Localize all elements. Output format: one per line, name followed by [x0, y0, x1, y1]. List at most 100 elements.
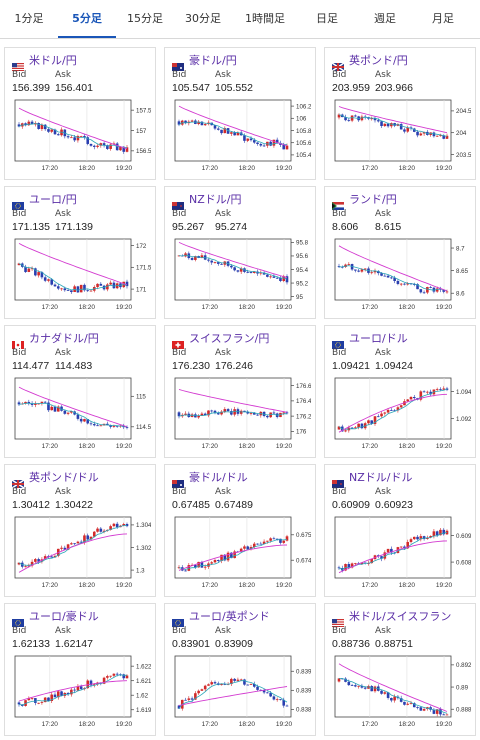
pair-header[interactable]: NZドル/円 [172, 192, 242, 210]
currency-card[interactable]: 豪ドル/円 Bid Ask 105.547 105.552 17:20 18:20 19:20… [164, 47, 316, 180]
bid-value: 0.83901 [172, 638, 210, 650]
currency-card[interactable]: ユーロ/円 Bid Ask 171.135 171.139 17:20 18:20 19:20… [4, 186, 156, 319]
currency-card[interactable]: スイスフラン/円 Bid Ask 176.230 176.246 17:20 18:20 19… [164, 325, 316, 458]
candle-body [243, 135, 246, 141]
pair-header[interactable]: 豪ドル/ドル [172, 470, 248, 488]
candle-body [396, 280, 400, 284]
pair-name[interactable]: 豪ドル/円 [189, 54, 237, 67]
candle-body [422, 131, 426, 134]
pair-header[interactable]: 豪ドル/円 [172, 53, 237, 71]
y-tick-label: 0.8385 [296, 707, 311, 714]
currency-card[interactable]: 豪ドル/ドル Bid Ask 0.67485 0.67489 17:20 18:20 19:2… [164, 464, 316, 597]
pair-header[interactable]: ユーロ/ドル [332, 331, 408, 349]
currency-card[interactable]: カナダドル/円 Bid Ask 114.477 114.483 17:20 18:20 19:… [4, 325, 156, 458]
candle-body [409, 703, 413, 704]
pair-name[interactable]: NZドル/円 [189, 193, 242, 206]
pair-header[interactable]: 米ドル/円 [12, 53, 77, 71]
x-tick-label: 18:20 [399, 443, 416, 450]
pair-name[interactable]: ユーロ/豪ドル [29, 610, 99, 623]
pair-name[interactable]: ユーロ/円 [29, 193, 77, 206]
y-tick-label: 95.8 [296, 240, 309, 247]
tab-8[interactable]: 月足 [432, 12, 454, 25]
ma-slow-line [178, 686, 288, 707]
candle-body [76, 286, 80, 293]
tab-2[interactable]: 5分足 [58, 0, 116, 38]
pair-name[interactable]: カナダドル/円 [29, 332, 99, 345]
plot-area [174, 99, 292, 162]
x-tick-label: 17:20 [362, 582, 379, 589]
tab-3[interactable]: 15分足 [127, 12, 163, 25]
x-tick-label: 18:20 [239, 721, 256, 728]
plot-area [14, 655, 132, 718]
pair-header[interactable]: 英ポンド/円 [331, 53, 408, 72]
currency-card[interactable]: ユーロ/英ポンド Bid Ask 0.83901 0.83909 17:20 18:20 19… [164, 603, 316, 736]
candle-body [236, 270, 240, 272]
bid-value: 0.88736 [332, 638, 370, 650]
currency-card[interactable]: 英ポンド/円 Bid Ask 203.959 203.966 17:20 18:20 19:2… [324, 47, 476, 180]
pair-header[interactable]: ユーロ/豪ドル [12, 609, 99, 627]
pair-header[interactable]: ユーロ/英ポンド [172, 609, 270, 627]
pair-header[interactable]: NZドル/ドル [332, 470, 413, 488]
pair-header[interactable]: カナダドル/円 [12, 331, 99, 349]
x-tick-label: 18:20 [239, 443, 256, 450]
candle-body [266, 692, 269, 694]
pair-header[interactable]: スイスフラン/円 [172, 331, 270, 349]
pair-name[interactable]: スイスフラン/円 [189, 332, 270, 345]
currency-card[interactable]: ランド/円 Bid Ask 8.606 8.615 17:20 18:20 19:20 8.7 8… [324, 186, 476, 319]
bid-value: 95.267 [172, 221, 205, 233]
price-chart: 17:20 18:20 19:20 1.622 1.621 1.62 1.619 [14, 655, 151, 728]
bid-label: Bid [332, 487, 347, 497]
currency-card[interactable]: 米ドル/円 Bid Ask 156.399 156.401 17:20 18:20 19:20… [4, 47, 156, 180]
tab-5[interactable]: 1時間足 [245, 12, 285, 25]
pair-name[interactable]: ランド/円 [349, 193, 397, 206]
candle-body [285, 705, 289, 707]
pair-name[interactable]: 豪ドル/ドル [189, 471, 248, 484]
currency-card[interactable]: 英ポンド/ドル Bid Ask 1.30412 1.30422 17:20 18:20 19:… [4, 464, 156, 597]
candle-body [376, 416, 380, 418]
tab-1[interactable]: 1分足 [14, 12, 44, 25]
currency-card[interactable]: ユーロ/ドル Bid Ask 1.09421 1.09424 17:20 18:20 19:2… [324, 325, 476, 458]
candle-body [239, 548, 243, 552]
candle-body [403, 283, 406, 285]
pair-header[interactable]: ランド/円 [332, 192, 397, 210]
pair-name[interactable]: 英ポンド/ドル [29, 471, 99, 484]
y-tick-label: 176 [296, 429, 307, 436]
candle-body [252, 140, 256, 143]
ask-value: 203.966 [375, 82, 413, 94]
candle-body [40, 124, 44, 129]
pair-name[interactable]: 米ドル/スイスフラン [349, 610, 452, 623]
pair-header[interactable]: 米ドル/スイスフラン [332, 609, 452, 627]
tab-7[interactable]: 週足 [374, 12, 396, 25]
candle-body [282, 540, 286, 543]
pair-name[interactable]: ユーロ/英ポンド [189, 610, 270, 623]
candle-body [416, 284, 419, 290]
candle-body [43, 401, 47, 403]
candle-body [367, 420, 370, 424]
plot-area [174, 516, 292, 579]
y-tick-label: 1.094 [456, 389, 471, 396]
currency-card[interactable]: NZドル/円 Bid Ask 95.267 95.274 17:20 18:20 19:20 9… [164, 186, 316, 319]
candle-body [262, 272, 266, 275]
candle-body [445, 135, 449, 139]
ask-label: Ask [55, 209, 72, 219]
currency-card[interactable]: 米ドル/スイスフラン Bid Ask 0.88736 0.88751 17:20 18:20… [324, 603, 476, 736]
currency-card[interactable]: NZドル/ドル Bid Ask 0.60909 0.60923 17:20 18:20 19:… [324, 464, 476, 597]
ask-value: 0.67489 [215, 499, 253, 511]
pair-header[interactable]: 英ポンド/ドル [11, 470, 99, 489]
pair-name[interactable]: ユーロ/ドル [349, 332, 408, 345]
currency-card[interactable]: ユーロ/豪ドル Bid Ask 1.62133 1.62147 17:20 18:20 19:… [4, 603, 156, 736]
pair-header[interactable]: ユーロ/円 [12, 192, 77, 210]
tab-4[interactable]: 30分足 [185, 12, 221, 25]
ma-slow-line [178, 544, 288, 571]
candle-body [50, 694, 54, 701]
candle-body [203, 413, 207, 416]
candle-body [403, 701, 406, 705]
pair-name[interactable]: NZドル/ドル [349, 471, 413, 484]
plot-area [334, 516, 452, 579]
pair-name[interactable]: 英ポンド/円 [349, 54, 408, 67]
candle-body [83, 535, 86, 543]
price-chart: 17:20 18:20 19:20 176.6 176.4 176.2 176 [174, 377, 311, 450]
tab-6[interactable]: 日足 [316, 12, 338, 25]
pair-name[interactable]: 米ドル/円 [29, 54, 77, 67]
candle-body [17, 402, 21, 405]
